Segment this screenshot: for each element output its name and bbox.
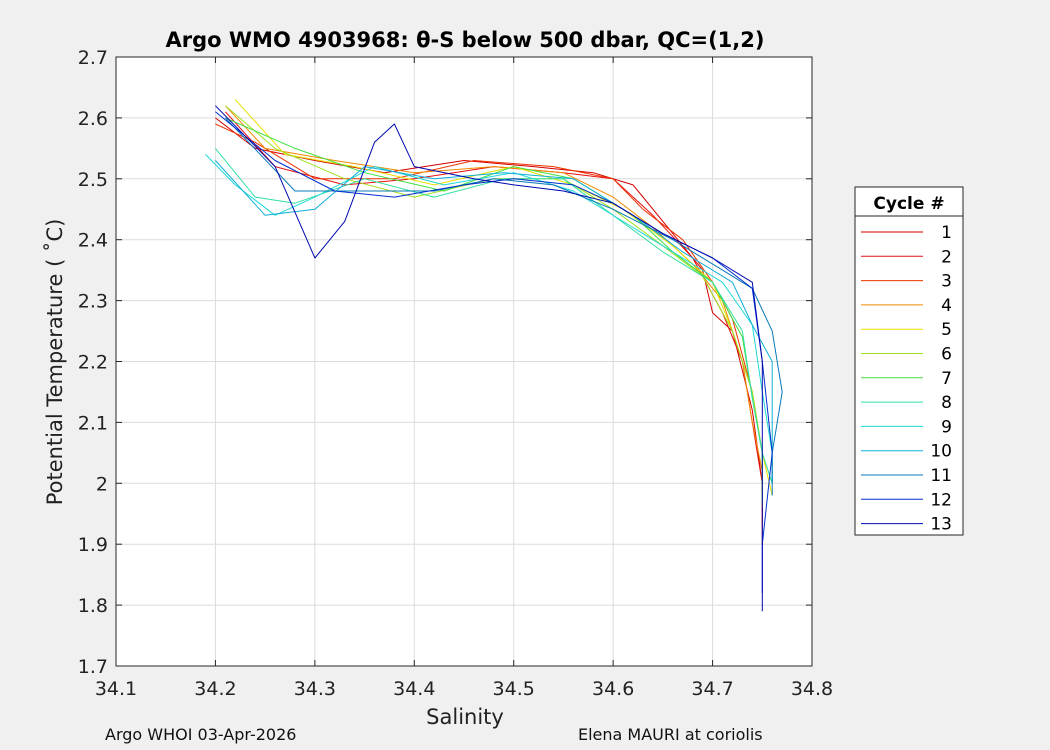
legend-label: 7 [941, 369, 952, 389]
legend-label: 6 [941, 345, 952, 365]
x-tick-label: 34.8 [791, 678, 833, 700]
y-tick-label: 2 [96, 473, 108, 495]
series-line-cycle-13 [215, 105, 763, 612]
y-tick-label: 2.6 [78, 108, 108, 130]
series-line-cycle-9 [205, 154, 773, 484]
y-tick-label: 2.4 [78, 230, 108, 252]
y-axis-label: Potential Temperature ( ˚C) [43, 219, 67, 506]
legend-title: Cycle # [873, 194, 944, 214]
series-line-cycle-10 [215, 160, 773, 484]
x-tick-label: 34.5 [493, 678, 535, 700]
legend-label: 12 [930, 490, 952, 510]
y-tick-label: 1.8 [78, 595, 108, 617]
x-tick-label: 34.4 [393, 678, 435, 700]
y-tick-label: 1.7 [78, 656, 108, 678]
series-line-cycle-11 [225, 117, 783, 496]
footer-left: Argo WHOI 03-Apr-2026 [105, 725, 297, 744]
y-tick-label: 2.2 [78, 352, 108, 374]
legend-label: 5 [941, 320, 952, 340]
legend-label: 13 [930, 515, 952, 535]
legend-box [854, 186, 964, 536]
x-tick-label: 34.2 [194, 678, 236, 700]
footer-right: Elena MAURI at coriolis [578, 725, 763, 744]
x-axis-ticks: 34.1 34.2 34.3 34.4 34.5 34.6 34.7 34.8 [95, 57, 833, 700]
legend-label: 8 [941, 393, 952, 413]
legend-label: 2 [941, 247, 952, 267]
y-tick-label: 2.1 [78, 412, 108, 434]
legend-label: 1 [941, 223, 952, 243]
x-tick-label: 34.1 [95, 678, 137, 700]
x-tick-label: 34.6 [592, 678, 634, 700]
x-axis-label: Salinity [426, 705, 504, 729]
y-tick-label: 2.7 [78, 47, 108, 69]
y-tick-label: 2.5 [78, 169, 108, 191]
legend-label: 3 [941, 272, 952, 292]
legend-label: 10 [930, 442, 952, 462]
x-tick-label: 34.3 [294, 678, 336, 700]
y-tick-label: 2.3 [78, 291, 108, 313]
x-tick-label: 34.7 [691, 678, 733, 700]
legend-label: 9 [941, 417, 952, 437]
chart-title: Argo WMO 4903968: θ-S below 500 dbar, QC… [166, 28, 765, 52]
y-tick-label: 1.9 [78, 534, 108, 556]
series-group [205, 99, 783, 612]
y-axis-ticks: 1.7 1.8 1.9 2 2.1 2.2 2.3 2.4 2.5 2.6 2.7 [78, 47, 812, 678]
legend-label: 11 [930, 466, 952, 486]
legend-label: 4 [941, 296, 952, 316]
